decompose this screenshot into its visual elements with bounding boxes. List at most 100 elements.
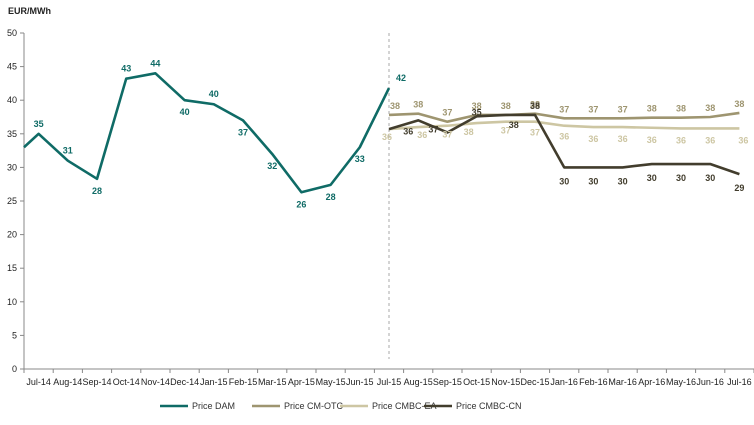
- y-tick-label: 15: [7, 263, 17, 273]
- legend: Price DAM Price CM-OTC Price CMBC-EA Price …: [160, 401, 522, 411]
- data-label: 37: [501, 126, 511, 136]
- data-label: 37: [238, 127, 248, 137]
- y-tick-label: 10: [7, 297, 17, 307]
- y-tick-label: 25: [7, 196, 17, 206]
- series-lines: [23, 72, 740, 194]
- data-label: 38: [413, 100, 423, 110]
- x-tick-label: Jun-15: [346, 377, 374, 387]
- data-label: 38: [501, 101, 511, 111]
- data-label: 42: [396, 73, 406, 83]
- x-tick-label: Aug-14: [53, 377, 82, 387]
- x-tick-label: Aug-15: [404, 377, 433, 387]
- data-label: 37: [588, 104, 598, 114]
- x-tick-label: Mar-16: [608, 377, 637, 387]
- data-label: 38: [530, 100, 540, 110]
- data-label: 38: [472, 101, 482, 111]
- data-label: 44: [150, 58, 160, 68]
- x-tick-label: Feb-16: [579, 377, 608, 387]
- y-tick-label: 40: [7, 95, 17, 105]
- y-axis: 0 5 10 15 20 25 30 35 40 45 50: [7, 28, 25, 374]
- y-tick-label: 45: [7, 62, 17, 72]
- data-label: 37: [442, 130, 452, 140]
- data-label: 38: [734, 99, 744, 109]
- x-tick-label: Jul-15: [377, 377, 402, 387]
- legend-label: Price CMBC-EA: [372, 401, 437, 411]
- x-tick-label: Sep-15: [433, 377, 462, 387]
- x-tick-label: Feb-15: [229, 377, 258, 387]
- series-line-2: [388, 120, 740, 131]
- data-label: 36: [403, 126, 413, 136]
- x-tick-label: May-16: [666, 377, 696, 387]
- data-label: 38: [509, 120, 519, 130]
- data-label: 30: [588, 176, 598, 186]
- x-axis: Jul-14 Aug-14 Sep-14 Oct-14 Nov-14 Dec-14 Jan-…: [23, 368, 754, 387]
- x-tick-label: Dec-14: [170, 377, 199, 387]
- legend-label: Price CMBC-CN: [456, 401, 522, 411]
- x-tick-label: Nov-15: [491, 377, 520, 387]
- x-tick-label: Dec-15: [520, 377, 549, 387]
- y-axis-title: EUR/MWh: [8, 6, 51, 16]
- data-label: 30: [705, 173, 715, 183]
- data-label: 40: [180, 107, 190, 117]
- data-label: 36: [559, 132, 569, 142]
- data-label: 37: [618, 104, 628, 114]
- data-label: 37: [442, 108, 452, 118]
- x-tick-label: Apr-16: [638, 377, 665, 387]
- x-tick-label: Jul-14: [26, 377, 51, 387]
- y-tick-label: 20: [7, 230, 17, 240]
- x-tick-label: Oct-14: [113, 377, 140, 387]
- x-tick-label: Nov-14: [141, 377, 170, 387]
- data-label: 36: [676, 135, 686, 145]
- series-line-3: [388, 113, 740, 176]
- data-label: 36: [705, 135, 715, 145]
- data-label: 31: [63, 146, 73, 156]
- y-tick-label: 35: [7, 129, 17, 139]
- data-label: 38: [390, 101, 400, 111]
- x-tick-label: Jul-16: [727, 377, 752, 387]
- series-line-1: [388, 111, 740, 124]
- x-tick-label: Apr-15: [288, 377, 315, 387]
- data-label: 37: [530, 128, 540, 138]
- x-tick-label: Jun-16: [696, 377, 724, 387]
- data-label: 32: [267, 161, 277, 171]
- x-tick-label: Jan-16: [550, 377, 578, 387]
- data-label: 38: [530, 101, 540, 111]
- y-tick-label: 50: [7, 28, 17, 38]
- data-label: 35: [472, 107, 482, 117]
- data-label: 30: [676, 173, 686, 183]
- data-label: 30: [647, 173, 657, 183]
- data-label: 36: [382, 132, 392, 142]
- series-line-0: [23, 72, 391, 194]
- data-label: 30: [618, 176, 628, 186]
- data-label: 35: [34, 119, 44, 129]
- data-label: 28: [92, 186, 102, 196]
- x-tick-label: Jan-15: [200, 377, 228, 387]
- y-tick-label: 30: [7, 162, 17, 172]
- data-label: 38: [464, 127, 474, 137]
- data-label: 28: [326, 192, 336, 202]
- data-label: 33: [355, 154, 365, 164]
- data-label: 36: [618, 134, 628, 144]
- data-label: 43: [121, 64, 131, 74]
- data-label: 36: [738, 135, 748, 145]
- data-label: 38: [676, 104, 686, 114]
- data-label: 30: [559, 176, 569, 186]
- data-label: 36: [417, 130, 427, 140]
- data-label: 37: [559, 104, 569, 114]
- data-label: 36: [588, 134, 598, 144]
- data-label: 38: [647, 104, 657, 114]
- data-label: 29: [734, 183, 744, 193]
- x-tick-label: Oct-15: [463, 377, 490, 387]
- x-tick-label: Sep-14: [82, 377, 111, 387]
- y-tick-label: 5: [12, 330, 17, 340]
- data-label: 40: [209, 89, 219, 99]
- x-tick-label: May-15: [316, 377, 346, 387]
- data-label: 38: [705, 103, 715, 113]
- x-tick-label: Mar-15: [258, 377, 287, 387]
- data-label: 37: [428, 124, 438, 134]
- legend-label: Price CM-OTC: [284, 401, 343, 411]
- data-label: 26: [296, 199, 306, 209]
- legend-label: Price DAM: [192, 401, 235, 411]
